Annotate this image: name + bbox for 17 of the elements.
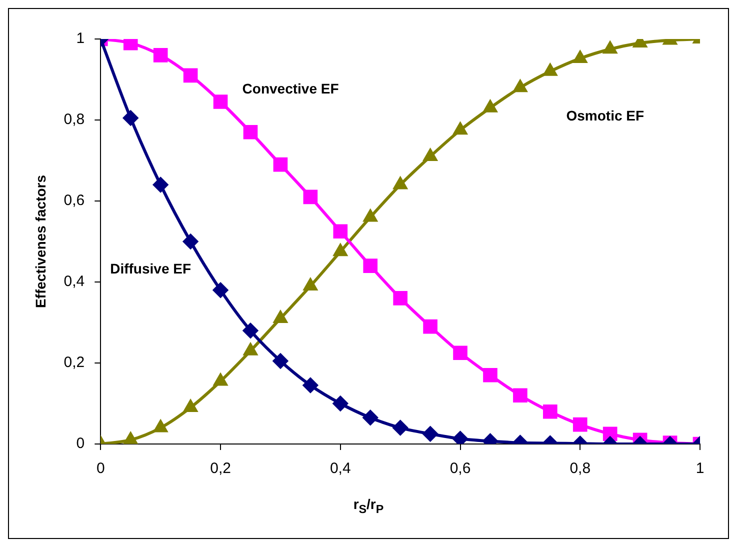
x-axis-title: r$_{S}$/r$_{P}$ bbox=[352, 496, 385, 516]
y-tick-label: 0,8 bbox=[64, 111, 85, 128]
text: Osmotic EF bbox=[566, 107, 644, 124]
x-tick-label: 0,4 bbox=[330, 460, 351, 478]
x-tick-label: 1 bbox=[696, 460, 704, 478]
y-axis-title: Effectivenes factors bbox=[32, 174, 48, 308]
series-label: Convective EF bbox=[242, 80, 340, 97]
y-tick-label: 0,4 bbox=[64, 273, 85, 290]
y-tick-label: 0,2 bbox=[64, 354, 85, 372]
x-tick-label: 0 bbox=[96, 460, 105, 478]
x-tick-label: 0,6 bbox=[450, 460, 471, 478]
y-tick-label: 0,6 bbox=[64, 192, 85, 210]
y-tick-label: 0 bbox=[76, 435, 85, 452]
series-label: Diffusive EF bbox=[110, 260, 192, 276]
y-tick-label: 1 bbox=[76, 30, 85, 48]
x-tick-label: 0,8 bbox=[570, 460, 591, 478]
x-tick-label: 0,2 bbox=[210, 460, 231, 478]
